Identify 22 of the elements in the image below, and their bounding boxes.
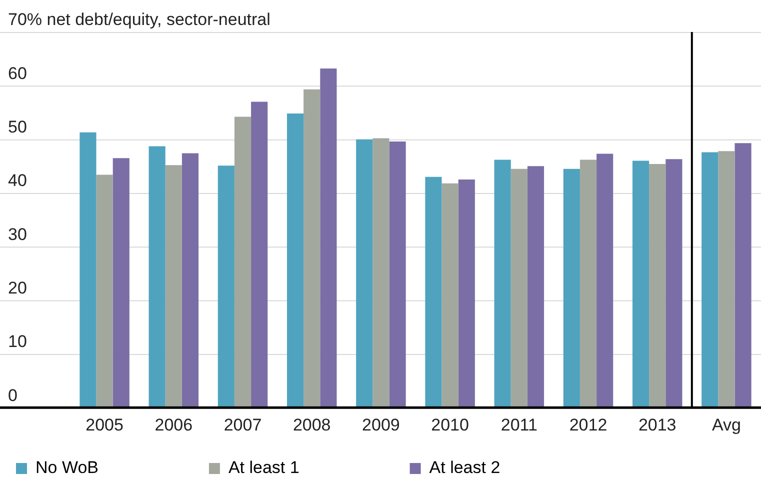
y-tick-label: 20 xyxy=(8,278,27,298)
x-tick-label: Avg xyxy=(712,415,741,434)
legend-label: At least 1 xyxy=(228,458,394,478)
y-tick-label: 70 xyxy=(8,10,27,30)
y-axis-title: % net debt/equity, sector-neutral xyxy=(26,10,270,30)
legend-label: At least 2 xyxy=(429,458,595,478)
x-tick-label: 2011 xyxy=(500,415,538,434)
x-tick-label: 2010 xyxy=(431,415,469,434)
x-tick-label: 2012 xyxy=(569,415,608,434)
legend-label: No WoB xyxy=(36,458,193,478)
y-tick-label: 10 xyxy=(8,332,27,352)
y-tick-label: 40 xyxy=(8,171,27,190)
x-tick-label: 2005 xyxy=(86,415,124,434)
x-tick-label: 2008 xyxy=(292,415,331,434)
y-tick-label: 0 xyxy=(8,386,18,405)
x-tick-label: 2007 xyxy=(224,415,262,434)
x-tick-label: 2013 xyxy=(638,415,676,434)
x-tick-label: 2006 xyxy=(154,415,193,434)
y-tick-label: 60 xyxy=(8,64,27,83)
y-tick-label: 30 xyxy=(8,224,27,244)
y-tick-label: 50 xyxy=(8,118,27,136)
x-tick-label: 2009 xyxy=(362,415,400,434)
